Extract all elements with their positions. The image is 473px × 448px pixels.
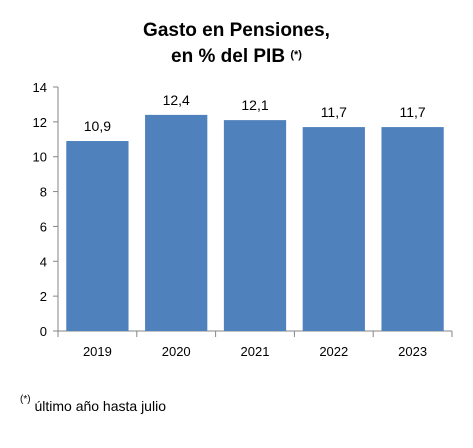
y-tick-label: 12 (33, 115, 47, 130)
y-tick-label: 6 (40, 219, 47, 234)
data-labels: 10,9 12,4 12,1 11,7 11,7 (84, 92, 426, 134)
data-label-2019: 10,9 (84, 118, 111, 134)
y-tick-label: 10 (33, 150, 47, 165)
y-tick-label: 4 (40, 254, 47, 269)
data-label-2022: 11,7 (321, 104, 347, 120)
x-tick-label-2023: 2023 (398, 344, 427, 359)
data-label-2023: 11,7 (399, 104, 425, 120)
y-axis: 0 2 4 6 8 10 12 14 (33, 80, 59, 339)
x-tick-label-2019: 2019 (83, 344, 112, 359)
y-tick-label: 2 (40, 289, 47, 304)
x-tick-label-2021: 2021 (241, 344, 270, 359)
chart-title-line1: Gasto en Pensiones, (143, 20, 330, 41)
bars (66, 114, 444, 331)
title-footnote-marker: (*) (290, 49, 302, 61)
footnote-text: último año hasta julio (34, 398, 166, 414)
y-tick-label: 0 (40, 324, 47, 339)
x-tick-label-2020: 2020 (162, 344, 191, 359)
footnote: (*) último año hasta julio (20, 394, 166, 414)
x-axis: 2019 2020 2021 2022 2023 (57, 330, 453, 359)
chart-title-line2-text: en % del PIB (171, 46, 286, 67)
footnote-marker: (*) (20, 394, 31, 405)
x-tick-label-2022: 2022 (319, 344, 348, 359)
chart-title-line2: en % del PIB (*) (0, 44, 473, 70)
chart-title: Gasto en Pensiones, en % del PIB (*) (0, 18, 473, 70)
bar-2019 (66, 141, 129, 331)
data-label-2021: 12,1 (241, 97, 268, 113)
bar-2022 (302, 127, 365, 331)
bar-2023 (381, 127, 444, 331)
bar-2021 (223, 120, 287, 331)
bar-2020 (145, 114, 208, 331)
y-tick-label: 8 (40, 185, 47, 200)
y-tick-label: 14 (33, 80, 47, 95)
data-label-2020: 12,4 (163, 92, 190, 108)
